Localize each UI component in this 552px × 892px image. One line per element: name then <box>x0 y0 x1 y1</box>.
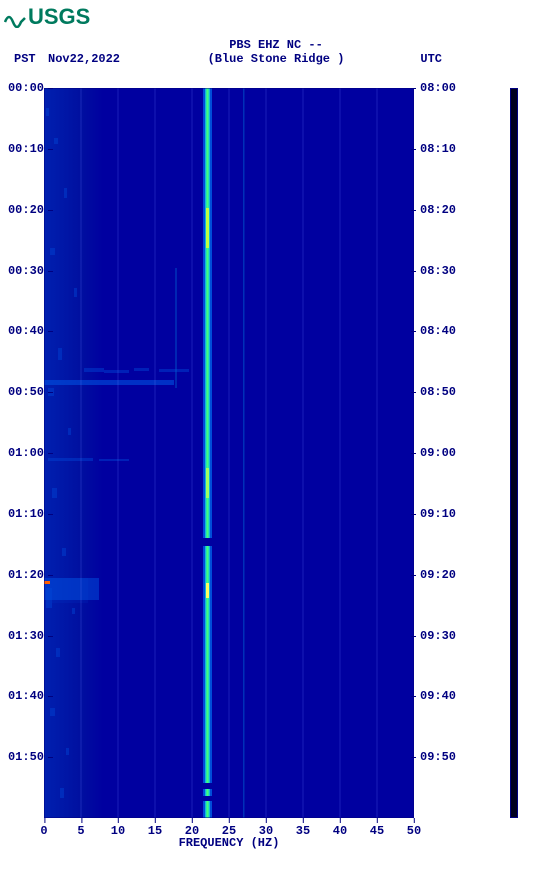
colorbar <box>510 88 518 818</box>
x-axis-label: FREQUENCY (HZ) <box>44 836 414 850</box>
ytick-right: 08:10 <box>420 142 460 156</box>
ytick-left: 00:40 <box>4 324 44 338</box>
title-line1: PBS EHZ NC -- <box>0 38 552 52</box>
spectrogram-plot <box>44 88 414 818</box>
ytick-left: 01:30 <box>4 629 44 643</box>
station-label: (Blue Stone Ridge ) <box>0 52 552 66</box>
spectrogram-svg <box>44 88 414 818</box>
ytick-left: 00:50 <box>4 385 44 399</box>
ytick-right: 08:40 <box>420 324 460 338</box>
usgs-wave-icon <box>4 8 26 26</box>
ytick-left: 01:40 <box>4 689 44 703</box>
usgs-logo: USGS <box>4 4 90 30</box>
ytick-right: 08:50 <box>420 385 460 399</box>
ytick-left: 00:20 <box>4 203 44 217</box>
ytick-right: 09:30 <box>420 629 460 643</box>
y-axis-left: 00:0000:1000:2000:3000:4000:5001:0001:10… <box>4 88 44 818</box>
logo-text: USGS <box>28 4 90 30</box>
ytick-right: 09:20 <box>420 568 460 582</box>
ytick-right: 09:10 <box>420 507 460 521</box>
ytick-left: 01:10 <box>4 507 44 521</box>
ytick-right: 09:40 <box>420 689 460 703</box>
ytick-left: 00:00 <box>4 81 44 95</box>
ytick-left: 00:30 <box>4 264 44 278</box>
title-block: PBS EHZ NC -- PST Nov22,2022 (Blue Stone… <box>0 38 552 68</box>
ytick-left: 00:10 <box>4 142 44 156</box>
ytick-right: 08:20 <box>420 203 460 217</box>
tz-right-label: UTC <box>420 52 442 66</box>
x-axis: 05101520253035404550 <box>44 818 414 834</box>
ytick-right: 08:30 <box>420 264 460 278</box>
ytick-left: 01:50 <box>4 750 44 764</box>
ytick-right: 09:50 <box>420 750 460 764</box>
ytick-right: 08:00 <box>420 81 460 95</box>
y-axis-right: 08:0008:1008:2008:3008:4008:5009:0009:10… <box>420 88 460 818</box>
ytick-left: 01:00 <box>4 446 44 460</box>
ytick-right: 09:00 <box>420 446 460 460</box>
ytick-left: 01:20 <box>4 568 44 582</box>
